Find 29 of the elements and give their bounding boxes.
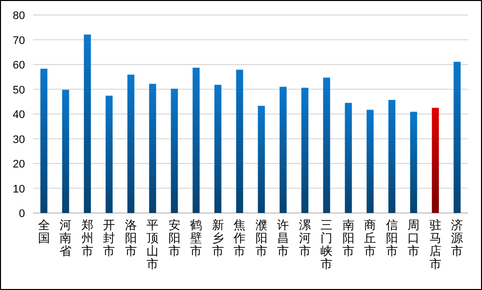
- y-tick-label: 30: [12, 134, 25, 146]
- x-tick-label: 开封市: [103, 218, 116, 258]
- x-tick-label: 许昌市: [277, 218, 290, 258]
- x-tick-label: 焦作市: [232, 218, 246, 258]
- x-tick-label: 平顶山市: [146, 218, 159, 271]
- x-tick-label: 全国: [38, 218, 50, 245]
- x-tick-label: 河南省: [60, 218, 72, 258]
- y-tick-label: 50: [12, 84, 25, 96]
- x-tick-label: 洛阳市: [124, 218, 137, 258]
- y-tick-label: 10: [12, 183, 25, 196]
- y-tick-label: 20: [12, 158, 25, 170]
- x-tick-label: 濮阳市: [255, 218, 268, 258]
- x-tick-label: 济源市: [451, 218, 464, 258]
- x-tick-label: 南阳市: [342, 218, 354, 258]
- x-tick-label: 三门峡市: [320, 218, 333, 271]
- x-tick-label: 周口市: [408, 218, 420, 258]
- y-tick-label: 70: [12, 34, 25, 47]
- x-tick-label: 新乡市: [212, 218, 224, 258]
- x-tick-label: 商丘市: [364, 218, 376, 258]
- y-tick-label: 40: [12, 109, 25, 121]
- y-tick-label: 80: [12, 10, 25, 22]
- x-tick-label: 安阳市: [168, 218, 180, 258]
- y-tick-label: 60: [12, 60, 25, 72]
- x-tick-label: 漯河市: [298, 218, 311, 258]
- x-tick-label: 驻马店市: [429, 218, 442, 271]
- y-tick-label: 0: [18, 208, 25, 220]
- x-tick-label: 郑州市: [81, 218, 94, 258]
- x-tick-label: 信阳市: [386, 218, 398, 258]
- x-tick-label: 鹤壁市: [190, 218, 202, 258]
